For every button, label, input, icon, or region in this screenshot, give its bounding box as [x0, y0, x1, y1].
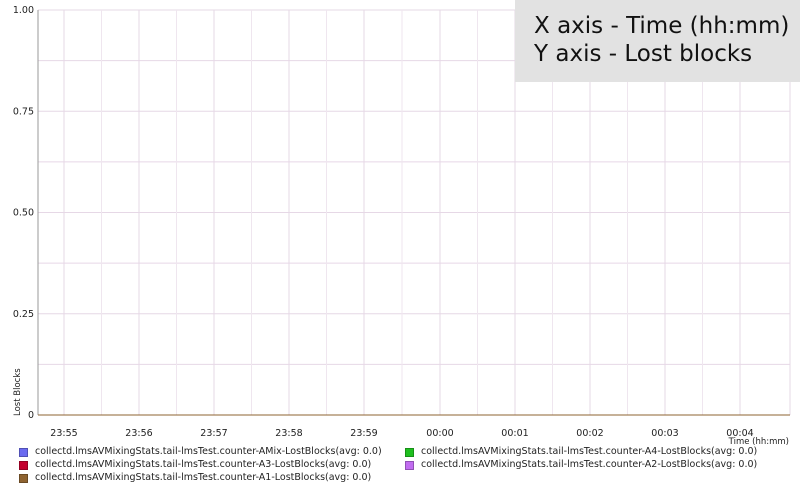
- legend-label: collectd.lmsAVMixingStats.tail-lmsTest.c…: [421, 459, 758, 470]
- axis-info-x: X axis - Time (hh:mm): [534, 13, 790, 39]
- legend-label: collectd.lmsAVMixingStats.tail-lmsTest.c…: [35, 472, 372, 483]
- axis-info-y: Y axis - Lost blocks: [534, 41, 753, 67]
- y-tick-label: 1.00: [13, 5, 34, 16]
- legend-label: collectd.lmsAVMixingStats.tail-lmsTest.c…: [35, 446, 382, 457]
- legend-swatch: [19, 473, 28, 483]
- y-tick-label: 0.50: [13, 208, 34, 219]
- y-tick-label: 0: [28, 410, 34, 421]
- x-tick-label: 23:59: [350, 428, 377, 439]
- x-tick-label: 00:01: [501, 428, 528, 439]
- legend-item: collectd.lmsAVMixingStats.tail-lmsTest.c…: [405, 446, 757, 458]
- x-tick-label: 23:58: [275, 428, 302, 439]
- axis-info-box: X axis - Time (hh:mm) Y axis - Lost bloc…: [515, 0, 800, 82]
- x-axis-label: Time (hh:mm): [728, 437, 789, 447]
- x-tick-label: 00:00: [426, 428, 453, 439]
- legend-label: collectd.lmsAVMixingStats.tail-lmsTest.c…: [421, 446, 758, 457]
- legend-swatch: [405, 460, 414, 470]
- x-tick-label: 00:02: [576, 428, 603, 439]
- x-tick-label: 23:55: [50, 428, 77, 439]
- y-axis-label: Lost Blocks: [13, 368, 23, 416]
- legend-item: collectd.lmsAVMixingStats.tail-lmsTest.c…: [19, 472, 371, 484]
- legend-item: collectd.lmsAVMixingStats.tail-lmsTest.c…: [405, 459, 757, 471]
- legend-swatch: [19, 460, 28, 470]
- legend-swatch: [19, 447, 28, 457]
- x-tick-label: 23:56: [125, 428, 152, 439]
- legend-label: collectd.lmsAVMixingStats.tail-lmsTest.c…: [35, 459, 372, 470]
- x-tick-label: 00:04: [726, 428, 753, 439]
- x-tick-label: 00:03: [651, 428, 678, 439]
- y-tick-label: 0.25: [13, 309, 34, 320]
- legend-item: collectd.lmsAVMixingStats.tail-lmsTest.c…: [19, 446, 382, 458]
- legend-swatch: [405, 447, 414, 457]
- y-tick-label: 0.75: [13, 106, 34, 117]
- x-tick-label: 23:57: [200, 428, 227, 439]
- legend-item: collectd.lmsAVMixingStats.tail-lmsTest.c…: [19, 459, 371, 471]
